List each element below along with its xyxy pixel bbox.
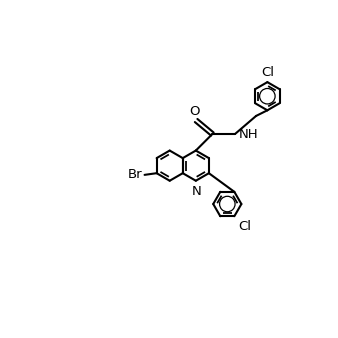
- Text: N: N: [192, 185, 201, 198]
- Text: NH: NH: [239, 127, 259, 141]
- Text: Cl: Cl: [261, 66, 274, 79]
- Text: Br: Br: [127, 168, 142, 182]
- Text: Cl: Cl: [238, 220, 251, 233]
- Text: O: O: [189, 105, 200, 118]
